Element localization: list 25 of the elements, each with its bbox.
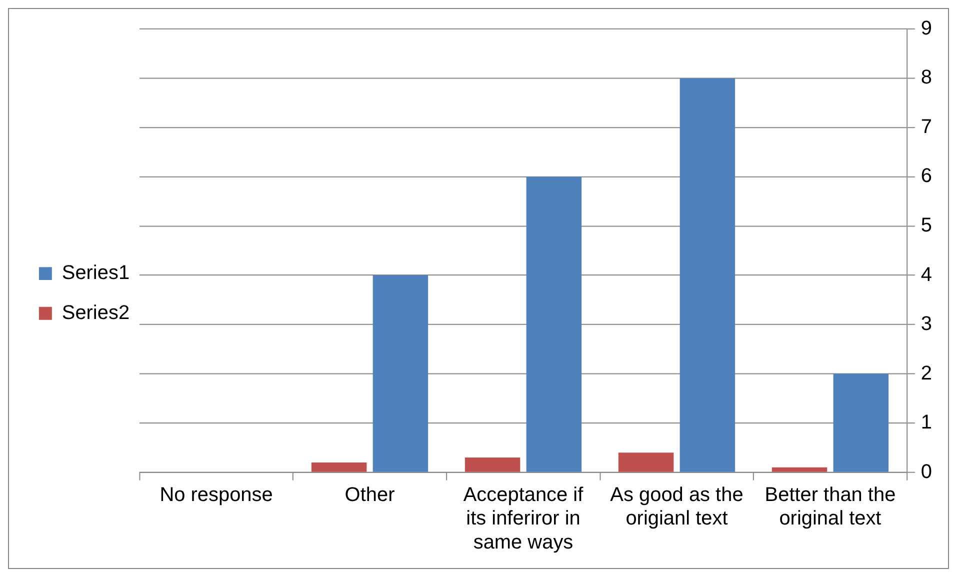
x-tick-label: As good as the origianl text xyxy=(610,484,744,530)
bar xyxy=(311,462,367,472)
x-tick-label: Acceptance if its inferiror in same ways xyxy=(463,484,584,554)
legend-label: Series1 xyxy=(62,262,130,284)
y-tick-label: 3 xyxy=(920,313,932,336)
y-tick-label: 4 xyxy=(920,264,932,286)
y-tick-label: 6 xyxy=(920,165,932,188)
legend-label: Series2 xyxy=(62,302,130,324)
y-tick-label: 1 xyxy=(920,412,932,434)
y-tick-label: 2 xyxy=(920,362,932,384)
x-tick-label: Other xyxy=(344,484,396,506)
bar xyxy=(526,176,582,472)
bar xyxy=(772,467,828,472)
bar xyxy=(833,374,889,472)
bar xyxy=(464,458,520,472)
x-tick-label: Better than the original text xyxy=(764,484,896,530)
y-tick-label: 7 xyxy=(920,116,932,138)
bar xyxy=(680,78,736,472)
y-tick-label: 8 xyxy=(920,66,932,89)
y-tick-label: 9 xyxy=(920,17,932,40)
y-tick-label: 5 xyxy=(920,214,932,236)
x-tick-label: No response xyxy=(160,484,273,506)
bar xyxy=(372,275,428,472)
y-tick-label: 0 xyxy=(920,460,932,483)
bar xyxy=(618,452,674,472)
